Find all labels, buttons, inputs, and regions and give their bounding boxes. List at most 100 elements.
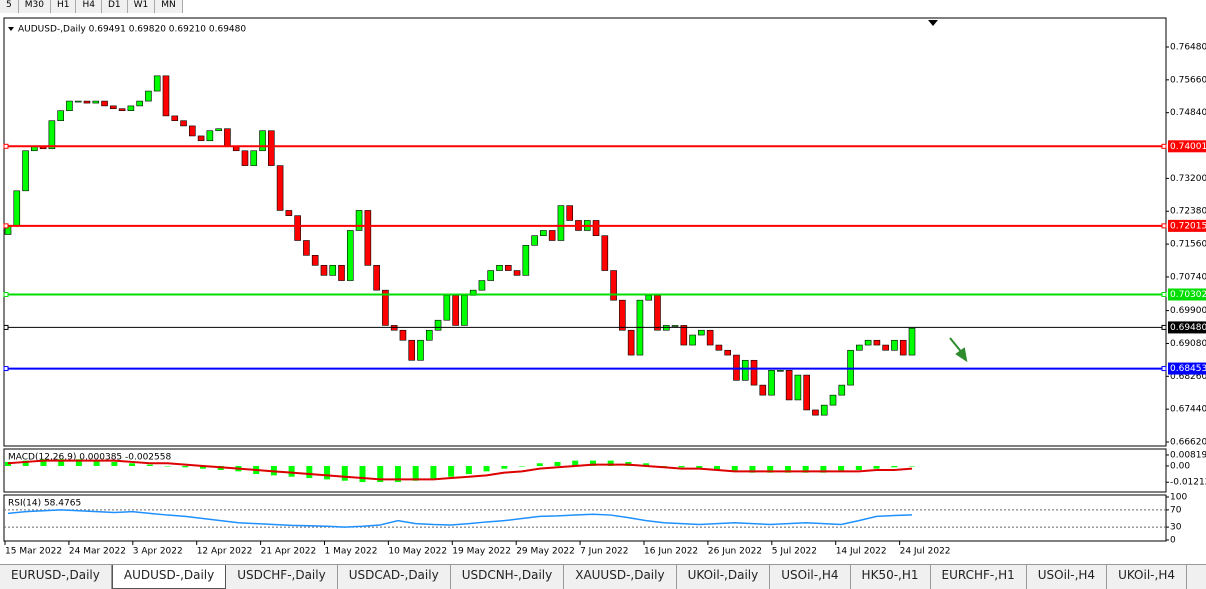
candle bbox=[197, 135, 205, 142]
macd-bar bbox=[696, 465, 703, 469]
candle bbox=[856, 344, 863, 351]
candle bbox=[777, 369, 784, 372]
candle bbox=[364, 210, 372, 266]
chart-tab[interactable]: EURUSD-,Daily bbox=[0, 565, 112, 589]
x-tick-label: 3 Apr 2022 bbox=[133, 547, 183, 557]
chart-tab[interactable]: USDCNH-,Daily bbox=[451, 565, 565, 589]
level-label-box bbox=[1168, 288, 1206, 301]
candle bbox=[285, 210, 293, 216]
timeframe-button[interactable]: 5 bbox=[0, 0, 19, 13]
y-tick-label: 0.66620 bbox=[1170, 438, 1206, 448]
level-handle bbox=[1161, 324, 1167, 330]
candle bbox=[311, 255, 319, 266]
macd-bar bbox=[483, 465, 490, 472]
candle bbox=[241, 150, 249, 166]
level-handle bbox=[1161, 143, 1167, 149]
candle bbox=[496, 265, 503, 271]
candle bbox=[689, 334, 696, 346]
candle bbox=[601, 235, 609, 271]
x-tick-label: 24 Jul 2022 bbox=[900, 547, 951, 557]
chart-tab[interactable]: AUDUSD-,Daily bbox=[111, 565, 227, 589]
chart-tab[interactable]: EURCHF-,H1 bbox=[931, 565, 1027, 589]
candle bbox=[487, 270, 495, 281]
macd-bar bbox=[324, 465, 331, 480]
x-tick-label: 21 Apr 2022 bbox=[261, 547, 317, 557]
y-tick-label: 0.69900 bbox=[1170, 306, 1206, 316]
rsi-panel bbox=[3, 494, 1167, 542]
candle bbox=[899, 339, 907, 356]
macd-bar bbox=[572, 460, 579, 466]
macd-bar bbox=[891, 465, 898, 468]
macd-bar bbox=[731, 465, 738, 472]
x-tick-label: 12 Apr 2022 bbox=[197, 547, 253, 557]
x-tick-label: 26 Jun 2022 bbox=[708, 547, 762, 557]
macd-bar bbox=[394, 465, 401, 483]
timeframe-button[interactable]: M30 bbox=[19, 0, 51, 13]
chart-tab[interactable]: USDCAD-,Daily bbox=[338, 565, 451, 589]
level-label: 0.68453 bbox=[1170, 364, 1206, 374]
candle bbox=[759, 384, 767, 396]
macd-bar bbox=[855, 465, 862, 470]
chart-tab[interactable]: USOil-,H4 bbox=[1027, 565, 1108, 589]
timeframe-button[interactable]: D1 bbox=[102, 0, 128, 13]
y-tick-label: 0.75660 bbox=[1170, 75, 1206, 85]
candle bbox=[48, 120, 56, 150]
y-tick-label: 0.74840 bbox=[1170, 108, 1206, 118]
level-label: 0.74001 bbox=[1170, 142, 1206, 152]
macd-bar bbox=[341, 465, 348, 481]
macd-bar bbox=[784, 465, 791, 473]
candle bbox=[294, 215, 301, 241]
y-tick-label: 0.76480 bbox=[1170, 43, 1206, 53]
timeframe-button[interactable]: MN bbox=[155, 0, 183, 13]
y-tick-label: 0.72380 bbox=[1170, 207, 1206, 217]
candle bbox=[715, 344, 723, 351]
chart-tab[interactable]: USDCHF-,Daily bbox=[226, 565, 338, 589]
chart-tab[interactable]: XAUUSD-,Daily bbox=[564, 565, 677, 589]
candle bbox=[838, 384, 846, 396]
arrow-annotation bbox=[949, 337, 968, 363]
y-tick-label: 30 bbox=[1170, 523, 1182, 533]
chart-tab[interactable]: HK50-,H1 bbox=[851, 565, 931, 589]
candle bbox=[443, 295, 451, 321]
macd-bar bbox=[288, 465, 295, 477]
chart-tab[interactable]: UKOil-,H4 bbox=[1107, 565, 1187, 589]
timeframe-button[interactable]: H1 bbox=[51, 0, 77, 13]
candle bbox=[162, 75, 170, 117]
macd-bar bbox=[519, 465, 526, 467]
chart-tab[interactable]: UKOil-,Daily bbox=[677, 565, 771, 589]
y-tick-label: 0 bbox=[1170, 536, 1176, 546]
candle bbox=[504, 265, 512, 271]
candle bbox=[180, 120, 187, 127]
candle bbox=[346, 230, 354, 281]
y-tick-label: 0.00819 bbox=[1170, 450, 1206, 460]
macd-bar bbox=[909, 465, 915, 467]
candle bbox=[399, 329, 407, 341]
macd-bar bbox=[607, 460, 614, 466]
y-tick-label: 0.68260 bbox=[1170, 372, 1206, 382]
macd-bar bbox=[359, 465, 366, 483]
macd-panel bbox=[3, 448, 1167, 493]
macd-bar bbox=[501, 465, 508, 469]
candle bbox=[171, 115, 179, 122]
x-tick-label: 29 May 2022 bbox=[516, 547, 575, 557]
level-handle bbox=[3, 143, 9, 149]
chart-tab[interactable]: USOil-,H4 bbox=[770, 565, 851, 589]
timeframe-button[interactable]: W1 bbox=[128, 0, 156, 13]
candle bbox=[522, 245, 530, 276]
y-tick-label: 70 bbox=[1170, 505, 1182, 515]
candle bbox=[66, 100, 73, 111]
macd-bar bbox=[146, 464, 153, 466]
macd-title: MACD(12,26,9) 0.000385 -0.002558 bbox=[8, 453, 171, 463]
timeframe-button[interactable]: H4 bbox=[76, 0, 102, 13]
candle bbox=[768, 369, 775, 396]
level-label-box bbox=[1168, 362, 1206, 375]
x-tick-label: 19 May 2022 bbox=[452, 547, 511, 557]
candle bbox=[382, 289, 389, 326]
candle bbox=[671, 325, 679, 327]
candle bbox=[320, 265, 328, 276]
macd-bar bbox=[873, 465, 880, 469]
candle bbox=[548, 230, 556, 241]
level-label-box bbox=[1168, 321, 1206, 334]
shift-marker bbox=[928, 20, 938, 26]
candle bbox=[303, 240, 310, 256]
